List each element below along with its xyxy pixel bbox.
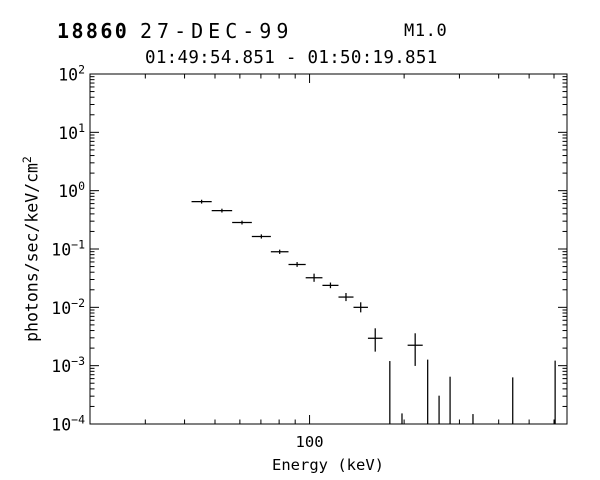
y-axis-title: photons/sec/keV/cm2	[16, 99, 42, 399]
plot-frame	[89, 73, 568, 425]
y-axis-title-text: photons/sec/keV/cm	[22, 163, 42, 342]
y-tick-label: 100	[58, 179, 85, 201]
goes-class: M1.0	[404, 21, 448, 41]
y-tick-label: 10−4	[51, 413, 85, 435]
x-axis-title: Energy (keV)	[272, 456, 384, 474]
flare-date: 27-DEC-99	[140, 19, 294, 43]
y-tick-label: 10−2	[51, 296, 85, 318]
y-tick-label: 10−3	[51, 354, 85, 376]
y-tick-label: 10−1	[51, 238, 85, 260]
axis-ticks	[90, 73, 567, 425]
y-tick-label: 102	[58, 63, 85, 85]
upper-limit-series	[389, 359, 556, 424]
x-tick-label: 100	[296, 433, 324, 451]
y-tick-label: 101	[58, 121, 85, 143]
flare-number: 18860	[57, 19, 130, 43]
y-axis-title-exponent: 2	[20, 156, 34, 164]
photon-spectrum-series	[191, 199, 423, 366]
time-range: 01:49:54.851 - 01:50:19.851	[145, 48, 438, 68]
